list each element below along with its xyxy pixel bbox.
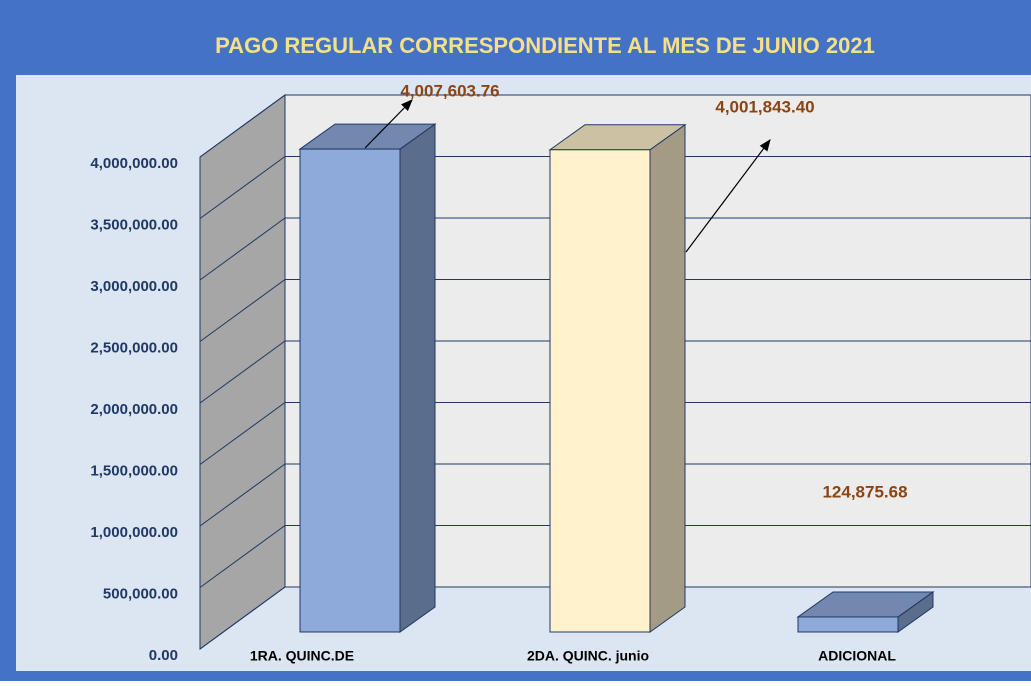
y-tick-label: 2,500,000.00: [90, 339, 178, 356]
grid-line: [199, 340, 1031, 404]
chart-title: PAGO REGULAR CORRESPONDIENTE AL MES DE J…: [215, 33, 875, 58]
bar: [299, 148, 401, 633]
value-label: 4,007,603.76: [400, 81, 499, 100]
y-tick-label: 4,000,000.00: [90, 155, 178, 172]
bar: [549, 149, 651, 633]
grid-line: [199, 156, 1031, 219]
grid-line: [199, 525, 1031, 588]
bar: [797, 616, 899, 633]
y-tick-label: 1,500,000.00: [90, 462, 178, 479]
value-label: 124,875.68: [822, 482, 907, 501]
y-tick-label: 3,000,000.00: [90, 278, 178, 295]
y-tick-label: 0.00: [149, 647, 178, 664]
grid-line: [199, 279, 1031, 342]
grid: [199, 94, 1031, 650]
y-tick-label: 1,000,000.00: [90, 524, 178, 541]
bars: [298, 123, 935, 633]
x-tick-label: ADICIONAL: [818, 648, 896, 664]
bar-side: [649, 123, 686, 633]
grid-line: [199, 463, 1031, 527]
x-tick-label: 2DA. QUINC. junio: [527, 648, 649, 664]
annotation-arrow: [364, 99, 413, 149]
y-tick-label: 3,500,000.00: [90, 216, 178, 233]
grid-line: [199, 586, 1031, 650]
value-label: 4,001,843.40: [715, 97, 814, 116]
grid-line: [199, 402, 1031, 465]
x-tick-label: 1RA. QUINC.DE: [250, 648, 354, 664]
y-tick-label: 2,000,000.00: [90, 401, 178, 418]
grid-line: [199, 94, 1031, 158]
annotation-arrow: [685, 139, 771, 253]
y-tick-label: 500,000.00: [103, 585, 178, 602]
bar-side: [399, 123, 436, 633]
grid-line: [199, 217, 1031, 281]
